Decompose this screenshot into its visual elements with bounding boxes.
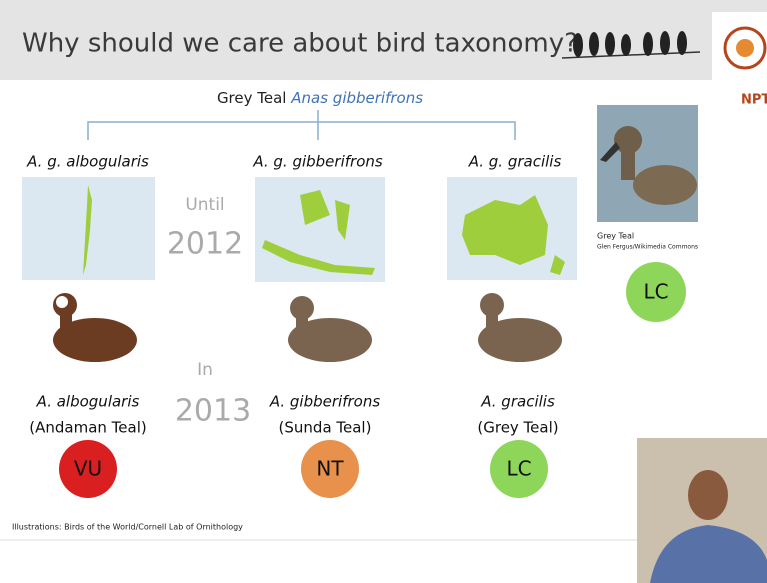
in-year: 2013 <box>175 394 251 429</box>
photo-credit: Glen Fergus/Wikimedia Commons <box>597 244 698 251</box>
common-name: Grey Teal <box>217 89 287 107</box>
photo-caption: Grey Teal <box>597 232 634 241</box>
species-common: (Andaman Teal) <box>29 419 146 437</box>
tree-root: Grey Teal Anas gibberifrons <box>217 89 423 107</box>
in-label: In <box>197 360 213 380</box>
range-maps <box>22 177 577 282</box>
status-text: VU <box>74 457 102 481</box>
duck-illustrations <box>53 293 562 362</box>
presenter-video <box>637 438 767 583</box>
status-text: NT <box>316 457 344 481</box>
logo-text: NPTEL <box>741 93 767 108</box>
species-common: (Sunda Teal) <box>279 419 372 437</box>
slide: Why should we care about bird taxonomy? … <box>0 0 767 583</box>
subspecies-label: A. g. gracilis <box>468 153 562 171</box>
subspecies-label: A. g. albogularis <box>26 153 149 171</box>
status-text: LC <box>506 457 531 481</box>
tree-lines <box>88 110 515 140</box>
species-name: A. gracilis <box>480 393 555 411</box>
slide-title: Why should we care about bird taxonomy? <box>22 29 578 59</box>
until-label: Until <box>185 195 224 215</box>
species-name: A. gibberifrons <box>269 393 381 411</box>
nptel-logo: NPTEL <box>712 12 767 108</box>
scientific-name: Anas gibberifrons <box>290 89 423 107</box>
species-name: A. albogularis <box>36 393 140 411</box>
until-year: 2012 <box>167 227 243 262</box>
species-common: (Grey Teal) <box>477 419 558 437</box>
subspecies-label: A. g. gibberifrons <box>252 153 383 171</box>
grey-teal-photo <box>597 105 698 222</box>
footer-credit: Illustrations: Birds of the World/Cornel… <box>12 523 243 532</box>
status-text: LC <box>643 280 668 304</box>
